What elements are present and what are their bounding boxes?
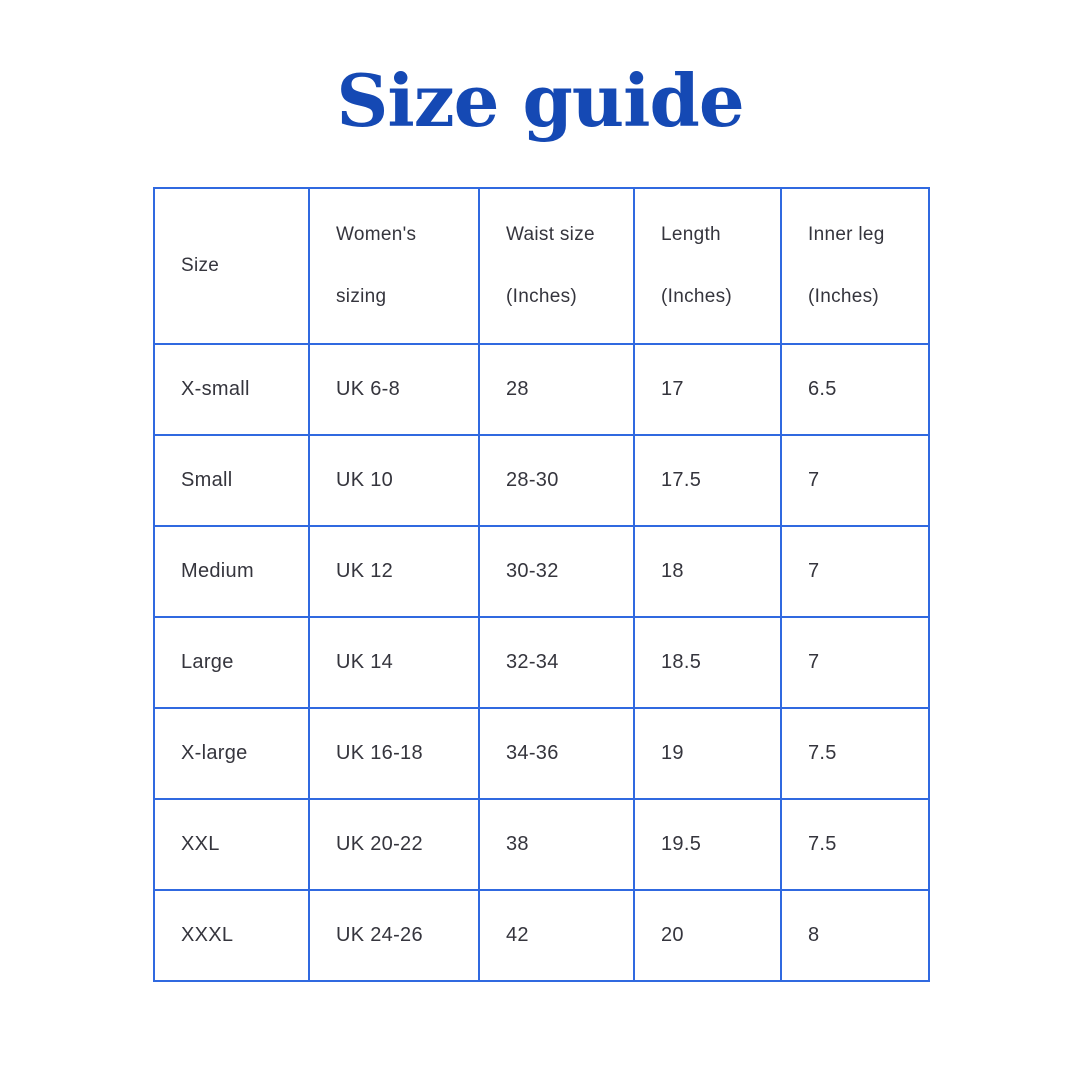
- column-header-inner-leg: Inner leg (Inches): [780, 187, 930, 345]
- cell-size: XXXL: [153, 889, 310, 982]
- cell-womens-sizing: UK 6-8: [308, 343, 480, 436]
- cell-length: 18.5: [633, 616, 782, 709]
- cell-length: 17: [633, 343, 782, 436]
- cell-inner-leg: 7.5: [780, 798, 930, 891]
- cell-inner-leg: 7.5: [780, 707, 930, 800]
- cell-size: X-small: [153, 343, 310, 436]
- header-line: (Inches): [808, 286, 880, 307]
- table-header-row: Size Women's sizing Waist size (Inches) …: [153, 187, 930, 345]
- cell-waist-size: 38: [478, 798, 635, 891]
- page-title: Size guide: [336, 58, 744, 143]
- cell-inner-leg: 7: [780, 525, 930, 618]
- table-row: X-small UK 6-8 28 17 6.5: [153, 343, 930, 436]
- table-row: XXXL UK 24-26 42 20 8: [153, 889, 930, 982]
- header-line: Length: [661, 224, 721, 245]
- column-header-length: Length (Inches): [633, 187, 782, 345]
- cell-size: Medium: [153, 525, 310, 618]
- column-header-size: Size: [153, 187, 310, 345]
- cell-waist-size: 42: [478, 889, 635, 982]
- cell-size: XXL: [153, 798, 310, 891]
- cell-size: Small: [153, 434, 310, 527]
- table-row: Large UK 14 32-34 18.5 7: [153, 616, 930, 709]
- header-line: Women's: [336, 224, 417, 245]
- cell-waist-size: 32-34: [478, 616, 635, 709]
- cell-womens-sizing: UK 20-22: [308, 798, 480, 891]
- cell-womens-sizing: UK 10: [308, 434, 480, 527]
- table-row: Small UK 10 28-30 17.5 7: [153, 434, 930, 527]
- table-row: X-large UK 16-18 34-36 19 7.5: [153, 707, 930, 800]
- column-header-womens-sizing: Women's sizing: [308, 187, 480, 345]
- cell-waist-size: 28: [478, 343, 635, 436]
- cell-length: 18: [633, 525, 782, 618]
- header-line: Size: [181, 255, 220, 276]
- column-header-waist-size: Waist size (Inches): [478, 187, 635, 345]
- cell-waist-size: 28-30: [478, 434, 635, 527]
- cell-womens-sizing: UK 16-18: [308, 707, 480, 800]
- cell-inner-leg: 7: [780, 434, 930, 527]
- header-line: (Inches): [661, 286, 733, 307]
- cell-size: Large: [153, 616, 310, 709]
- cell-length: 20: [633, 889, 782, 982]
- cell-length: 17.5: [633, 434, 782, 527]
- cell-womens-sizing: UK 14: [308, 616, 480, 709]
- cell-inner-leg: 7: [780, 616, 930, 709]
- table-row: XXL UK 20-22 38 19.5 7.5: [153, 798, 930, 891]
- cell-waist-size: 30-32: [478, 525, 635, 618]
- cell-waist-size: 34-36: [478, 707, 635, 800]
- cell-length: 19: [633, 707, 782, 800]
- cell-length: 19.5: [633, 798, 782, 891]
- cell-inner-leg: 8: [780, 889, 930, 982]
- size-guide-table: Size Women's sizing Waist size (Inches) …: [153, 187, 930, 982]
- cell-womens-sizing: UK 24-26: [308, 889, 480, 982]
- table-row: Medium UK 12 30-32 18 7: [153, 525, 930, 618]
- cell-womens-sizing: UK 12: [308, 525, 480, 618]
- header-line: (Inches): [506, 286, 578, 307]
- cell-size: X-large: [153, 707, 310, 800]
- header-line: Waist size: [506, 224, 595, 245]
- header-line: sizing: [336, 286, 387, 307]
- header-line: Inner leg: [808, 224, 885, 245]
- cell-inner-leg: 6.5: [780, 343, 930, 436]
